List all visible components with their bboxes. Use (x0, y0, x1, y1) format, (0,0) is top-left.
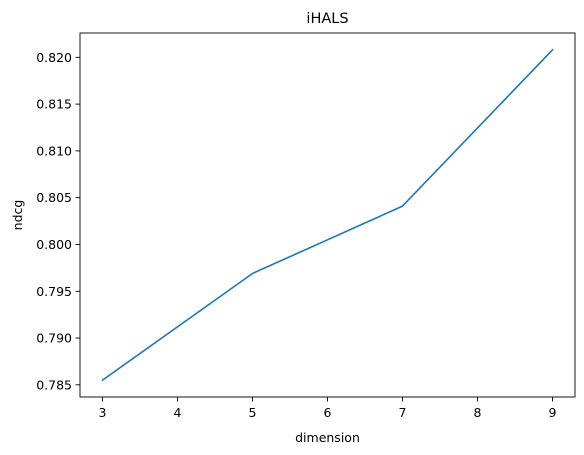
y-tick-label: 0.810 (36, 143, 72, 158)
y-tick-label: 0.820 (36, 50, 72, 65)
x-axis-label: dimension (295, 430, 360, 445)
series-line-0 (101, 48, 554, 382)
y-tick-label: 0.815 (36, 97, 72, 112)
y-tick-label: 0.795 (36, 284, 72, 299)
x-tick-label: 5 (249, 405, 257, 420)
y-axis-label: ndcg (10, 200, 25, 231)
plot-area: 3 4 5 6 7 8 9 0.785 0.790 0.795 0.800 0.805 0.810 0.8… (36, 32, 576, 420)
y-tick-label: 0.785 (36, 377, 72, 392)
x-tick-label: 6 (324, 405, 332, 420)
x-tick-label: 9 (549, 405, 557, 420)
chart-title: iHALS (306, 11, 348, 27)
x-tick-label: 7 (399, 405, 407, 420)
y-tick-label: 0.790 (36, 331, 72, 346)
y-tick-label: 0.805 (36, 190, 72, 205)
y-tick-label: 0.800 (36, 237, 72, 252)
x-tick-label: 8 (474, 405, 482, 420)
x-tick-label: 3 (99, 405, 107, 420)
x-tick-label: 4 (174, 405, 182, 420)
